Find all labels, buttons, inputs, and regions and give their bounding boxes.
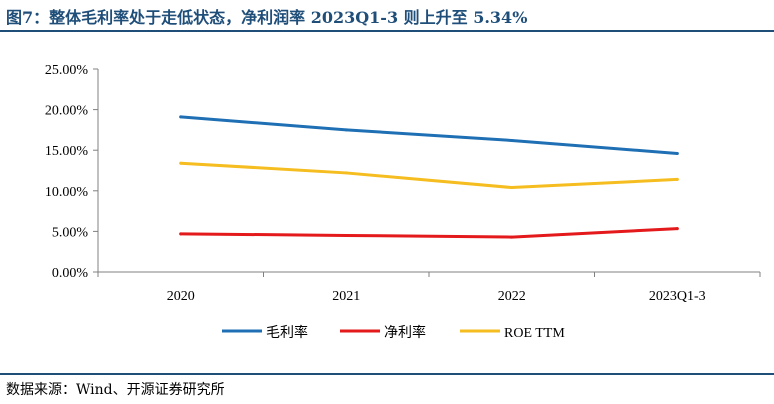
source-note: 数据来源：Wind、开源证券研究所: [6, 382, 225, 398]
y-tick-label: 0.00%: [52, 266, 89, 281]
legend: 毛利率 净利率 ROE TTM: [222, 324, 565, 341]
y-axis: 0.00% 5.00% 10.00% 15.00% 20.00% 25.00%: [45, 63, 99, 281]
series-line: [179, 161, 679, 190]
y-tick-label: 25.00%: [45, 63, 89, 78]
y-tick-label: 20.00%: [45, 104, 89, 119]
data-point: [675, 151, 679, 155]
data-point: [344, 233, 348, 237]
data-point: [344, 171, 348, 175]
line-chart: 0.00%5.00%10.00%15.00%20.00%25.00% 2020 2…: [45, 63, 761, 341]
data-point: [179, 232, 183, 236]
data-point: [675, 227, 679, 231]
data-point: [179, 115, 183, 119]
legend-label: 毛利率: [266, 324, 308, 341]
data-point: [344, 128, 348, 132]
data-point: [510, 235, 514, 239]
data-point: [510, 138, 514, 142]
series-line: [179, 115, 679, 155]
y-tick-label: 10.00%: [45, 185, 89, 200]
data-point: [510, 186, 514, 190]
legend-label: 净利率: [384, 324, 426, 341]
x-tick-label: 2021: [332, 289, 360, 304]
series-line: [179, 227, 679, 239]
x-tick-label: 2023Q1-3: [649, 289, 706, 304]
legend-label: ROE TTM: [504, 326, 565, 341]
x-tick-label: 2020: [167, 289, 195, 304]
data-point: [675, 177, 679, 181]
y-tick-label: 5.00%: [52, 225, 89, 240]
data-point: [179, 161, 183, 165]
x-tick-label: 2022: [498, 289, 526, 304]
footer-divider: [0, 373, 774, 375]
y-tick-label: 15.00%: [45, 144, 89, 159]
x-axis: 2020 2021 2022 2023Q1-3: [97, 271, 761, 304]
title-divider: [0, 30, 774, 32]
chart-title: 图7：整体毛利率处于走低状态，净利润率 2023Q1-3 则上升至 5.34%: [6, 8, 528, 27]
